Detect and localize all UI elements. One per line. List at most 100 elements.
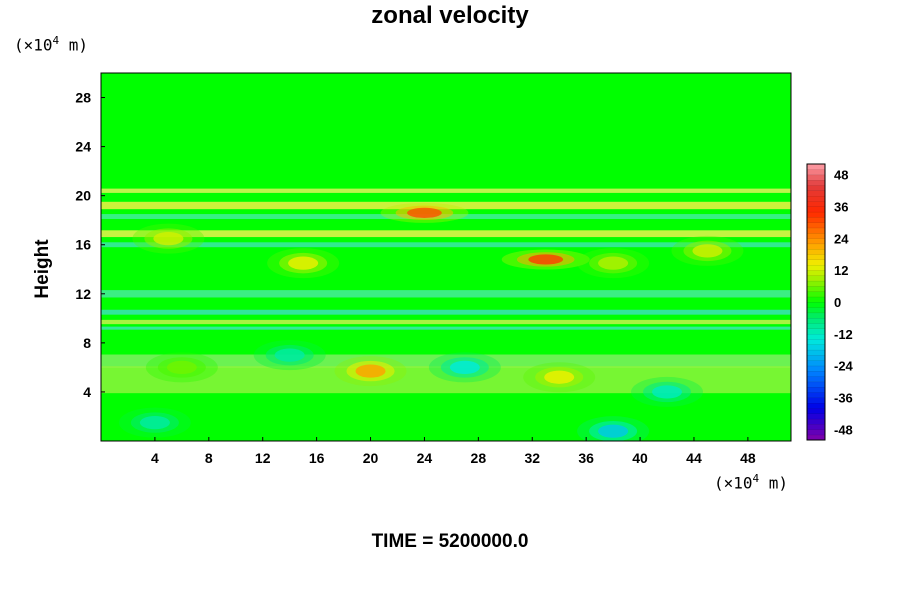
colorbar-frame bbox=[806, 163, 826, 441]
feature-5 bbox=[132, 223, 205, 254]
feature-1 bbox=[501, 249, 590, 270]
colorbar-swatch bbox=[806, 211, 826, 218]
x-tick-label: 40 bbox=[632, 450, 648, 466]
feature-6 bbox=[577, 248, 650, 279]
band-2 bbox=[101, 188, 791, 193]
feature-13 bbox=[118, 407, 191, 438]
colorbar-swatch bbox=[806, 169, 826, 176]
x-tick-label: 20 bbox=[363, 450, 379, 466]
colorbar-swatch bbox=[806, 190, 826, 197]
colorbar-swatch bbox=[806, 301, 826, 308]
x-tick-label: 12 bbox=[255, 450, 271, 466]
colorbar-swatch bbox=[806, 238, 826, 245]
feature-7 bbox=[671, 235, 744, 266]
colorbar-swatch bbox=[806, 370, 826, 377]
y-tick-label: 8 bbox=[83, 335, 91, 351]
colorbar-swatch bbox=[806, 206, 826, 213]
colorbar-tick-label: -48 bbox=[834, 422, 853, 437]
colorbar-swatch bbox=[806, 222, 826, 229]
colorbar-swatch bbox=[806, 339, 826, 345]
x-tick-label: 32 bbox=[524, 450, 540, 466]
colorbar-swatch bbox=[806, 408, 826, 414]
y-axis-ticks: 4 8 12 16 20 24 28 bbox=[75, 90, 105, 400]
band-6 bbox=[101, 242, 791, 248]
colorbar-swatch bbox=[806, 296, 826, 303]
x-tick-label: 48 bbox=[740, 450, 756, 466]
colorbar-swatch bbox=[806, 280, 826, 287]
colorbar-tick-label: -24 bbox=[834, 359, 854, 374]
colorbar-swatch bbox=[806, 312, 826, 319]
contour-field bbox=[101, 73, 791, 441]
colorbar-swatch bbox=[806, 397, 826, 404]
colorbar-swatch bbox=[806, 179, 826, 186]
colorbar-tick-label: 0 bbox=[834, 295, 841, 310]
feature-12 bbox=[145, 352, 218, 383]
x-tick-label: 16 bbox=[309, 450, 325, 466]
band-7 bbox=[101, 290, 791, 298]
x-tick-label: 28 bbox=[471, 450, 487, 466]
colorbar: 48 36 24 12 0 -12 -24 -36 -48 bbox=[806, 163, 854, 441]
colorbar-swatch bbox=[806, 317, 826, 324]
colorbar-swatch bbox=[806, 354, 826, 361]
colorbar-swatch bbox=[806, 227, 826, 234]
colorbar-swatch bbox=[806, 418, 826, 425]
feature-10 bbox=[631, 376, 704, 407]
colorbar-swatch bbox=[806, 392, 826, 398]
colorbar-swatch bbox=[806, 270, 826, 276]
colorbar-swatch bbox=[806, 365, 826, 372]
feature-9 bbox=[577, 416, 650, 441]
x-tick-label: 24 bbox=[417, 450, 433, 466]
colorbar-swatch bbox=[806, 434, 826, 441]
x-axis-ticks: 4 8 12 16 20 24 28 32 36 40 44 48 bbox=[151, 437, 756, 466]
y-axis-unit: (×104 m) bbox=[14, 34, 89, 55]
feature-11 bbox=[253, 340, 326, 371]
x-tick-label: 36 bbox=[578, 450, 594, 466]
feature-8 bbox=[428, 352, 501, 383]
colorbar-swatch bbox=[806, 259, 826, 266]
x-tick-label: 4 bbox=[151, 450, 159, 466]
time-label: TIME = 5200000.0 bbox=[371, 531, 529, 552]
colorbar-swatch bbox=[806, 323, 826, 329]
colorbar-swatch bbox=[806, 285, 826, 292]
x-axis-unit: (×104 m) bbox=[714, 472, 789, 493]
colorbar-swatch bbox=[806, 402, 826, 409]
feature-2 bbox=[334, 356, 407, 387]
colorbar-swatch bbox=[806, 328, 826, 335]
chart-title: zonal velocity bbox=[371, 2, 529, 29]
y-tick-label: 24 bbox=[75, 139, 91, 155]
band-8 bbox=[101, 309, 791, 315]
colorbar-swatch bbox=[806, 243, 826, 250]
colorbar-swatch bbox=[806, 275, 826, 282]
plot-frame bbox=[100, 72, 792, 442]
feature-4 bbox=[267, 248, 340, 279]
colorbar-swatch bbox=[806, 248, 826, 255]
colorbar-swatch bbox=[806, 333, 826, 340]
colorbar-swatch bbox=[806, 344, 826, 351]
colorbar-swatch bbox=[806, 201, 826, 207]
colorbar-swatch bbox=[806, 185, 826, 191]
colorbar-swatch bbox=[806, 216, 826, 223]
colorbar-swatch bbox=[806, 413, 826, 420]
y-axis-label: Height bbox=[32, 239, 53, 299]
colorbar-swatch bbox=[806, 423, 826, 430]
colorbar-swatch bbox=[806, 349, 826, 356]
colorbar-swatch bbox=[806, 174, 826, 181]
colorbar-swatch bbox=[806, 429, 826, 436]
colorbar-swatch bbox=[806, 386, 826, 393]
colorbar-tick-label: -12 bbox=[834, 327, 853, 342]
colorbar-swatch bbox=[806, 381, 826, 388]
y-tick-label: 12 bbox=[75, 286, 91, 302]
colorbar-swatch bbox=[806, 195, 826, 202]
y-tick-label: 20 bbox=[75, 188, 91, 204]
colorbar-swatch bbox=[806, 264, 826, 271]
band-5 bbox=[101, 230, 791, 238]
y-tick-label: 28 bbox=[75, 90, 91, 106]
band-10 bbox=[101, 326, 791, 330]
colorbar-tick-label: 24 bbox=[834, 231, 849, 246]
colorbar-tick-label: -36 bbox=[834, 391, 853, 406]
x-tick-label: 8 bbox=[205, 450, 213, 466]
band-3 bbox=[101, 201, 791, 210]
colorbar-tick-label: 36 bbox=[834, 199, 848, 214]
colorbar-tick-label: 12 bbox=[834, 263, 848, 278]
